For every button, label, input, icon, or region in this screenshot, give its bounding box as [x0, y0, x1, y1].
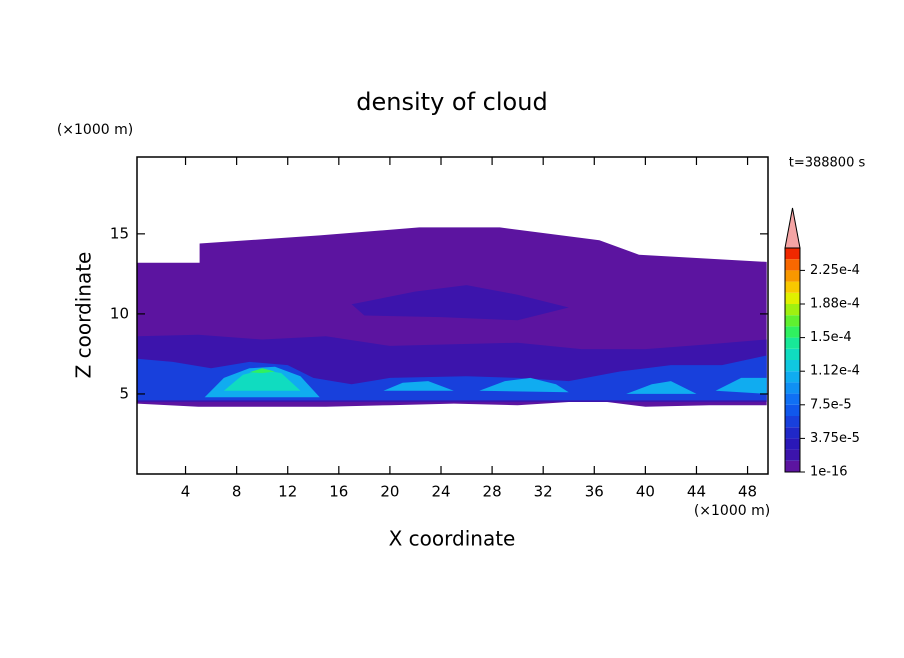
colorbar-frame: [784, 247, 801, 473]
contour-region: [626, 381, 697, 394]
x-tick-label: 4: [181, 483, 191, 501]
colorbar-band: [785, 371, 800, 383]
plot-frame: [136, 156, 769, 475]
contour-region: [249, 368, 275, 374]
x-tick-label: 40: [636, 483, 655, 501]
colorbar-band: [785, 360, 800, 372]
x-axis-label: X coordinate: [389, 527, 516, 551]
x-unit: (×1000 m): [694, 503, 770, 519]
y-tick-label: 5: [119, 384, 129, 402]
x-tick-label: 20: [380, 483, 399, 501]
x-tick-label: 48: [738, 483, 757, 501]
colorbar-tick-label: 2.25e-4: [810, 263, 860, 278]
colorbar-band: [785, 449, 800, 461]
y-axis-label: Z coordinate: [72, 252, 96, 379]
colorbar-band: [785, 416, 800, 428]
colorbar-tick-label: 1.12e-4: [810, 364, 860, 379]
colorbar-band: [785, 326, 800, 338]
colorbar-band: [785, 337, 800, 349]
colorbar-band: [785, 348, 800, 360]
colorbar-tick-label: 7.5e-5: [810, 397, 852, 412]
time-annotation: t=388800 s: [789, 156, 866, 171]
y-unit: (×1000 m): [57, 122, 133, 138]
colorbar-band: [785, 281, 800, 293]
x-tick-label: 36: [585, 483, 604, 501]
colorbar-band: [785, 315, 800, 327]
colorbar-band: [785, 248, 800, 260]
colorbar-over: [784, 207, 801, 249]
x-tick-label: 24: [431, 483, 450, 501]
contour-region: [223, 369, 301, 391]
contour-region: [479, 377, 569, 393]
contour-region: [383, 381, 454, 391]
colorbar-tick-label: 3.75e-5: [810, 431, 860, 446]
colorbar-band: [785, 427, 800, 439]
colorbar-band: [785, 292, 800, 304]
colorbar-tick-label: 1.5e-4: [810, 330, 852, 345]
colorbar-tick-label: 1.88e-4: [810, 297, 860, 312]
chart-title: density of cloud: [356, 88, 547, 116]
x-tick-label: 28: [483, 483, 502, 501]
colorbar-band: [785, 270, 800, 282]
colorbar-band: [785, 393, 800, 405]
x-tick-label: 44: [687, 483, 706, 501]
x-tick-label: 16: [329, 483, 348, 501]
y-tick-label: 15: [110, 224, 129, 242]
x-tick-label: 32: [534, 483, 553, 501]
colorbar-band: [785, 404, 800, 416]
colorbar-band: [785, 438, 800, 450]
colorbar-band: [785, 304, 800, 316]
contour-region: [351, 285, 569, 321]
x-tick-label: 12: [278, 483, 297, 501]
colorbar-tick-label: 1e-16: [810, 465, 848, 480]
x-tick-label: 8: [232, 483, 242, 501]
y-tick-label: 10: [110, 304, 129, 322]
colorbar-band: [785, 382, 800, 394]
colorbar-band: [785, 259, 800, 271]
contour-region: [715, 377, 767, 394]
colorbar-band: [785, 460, 800, 472]
